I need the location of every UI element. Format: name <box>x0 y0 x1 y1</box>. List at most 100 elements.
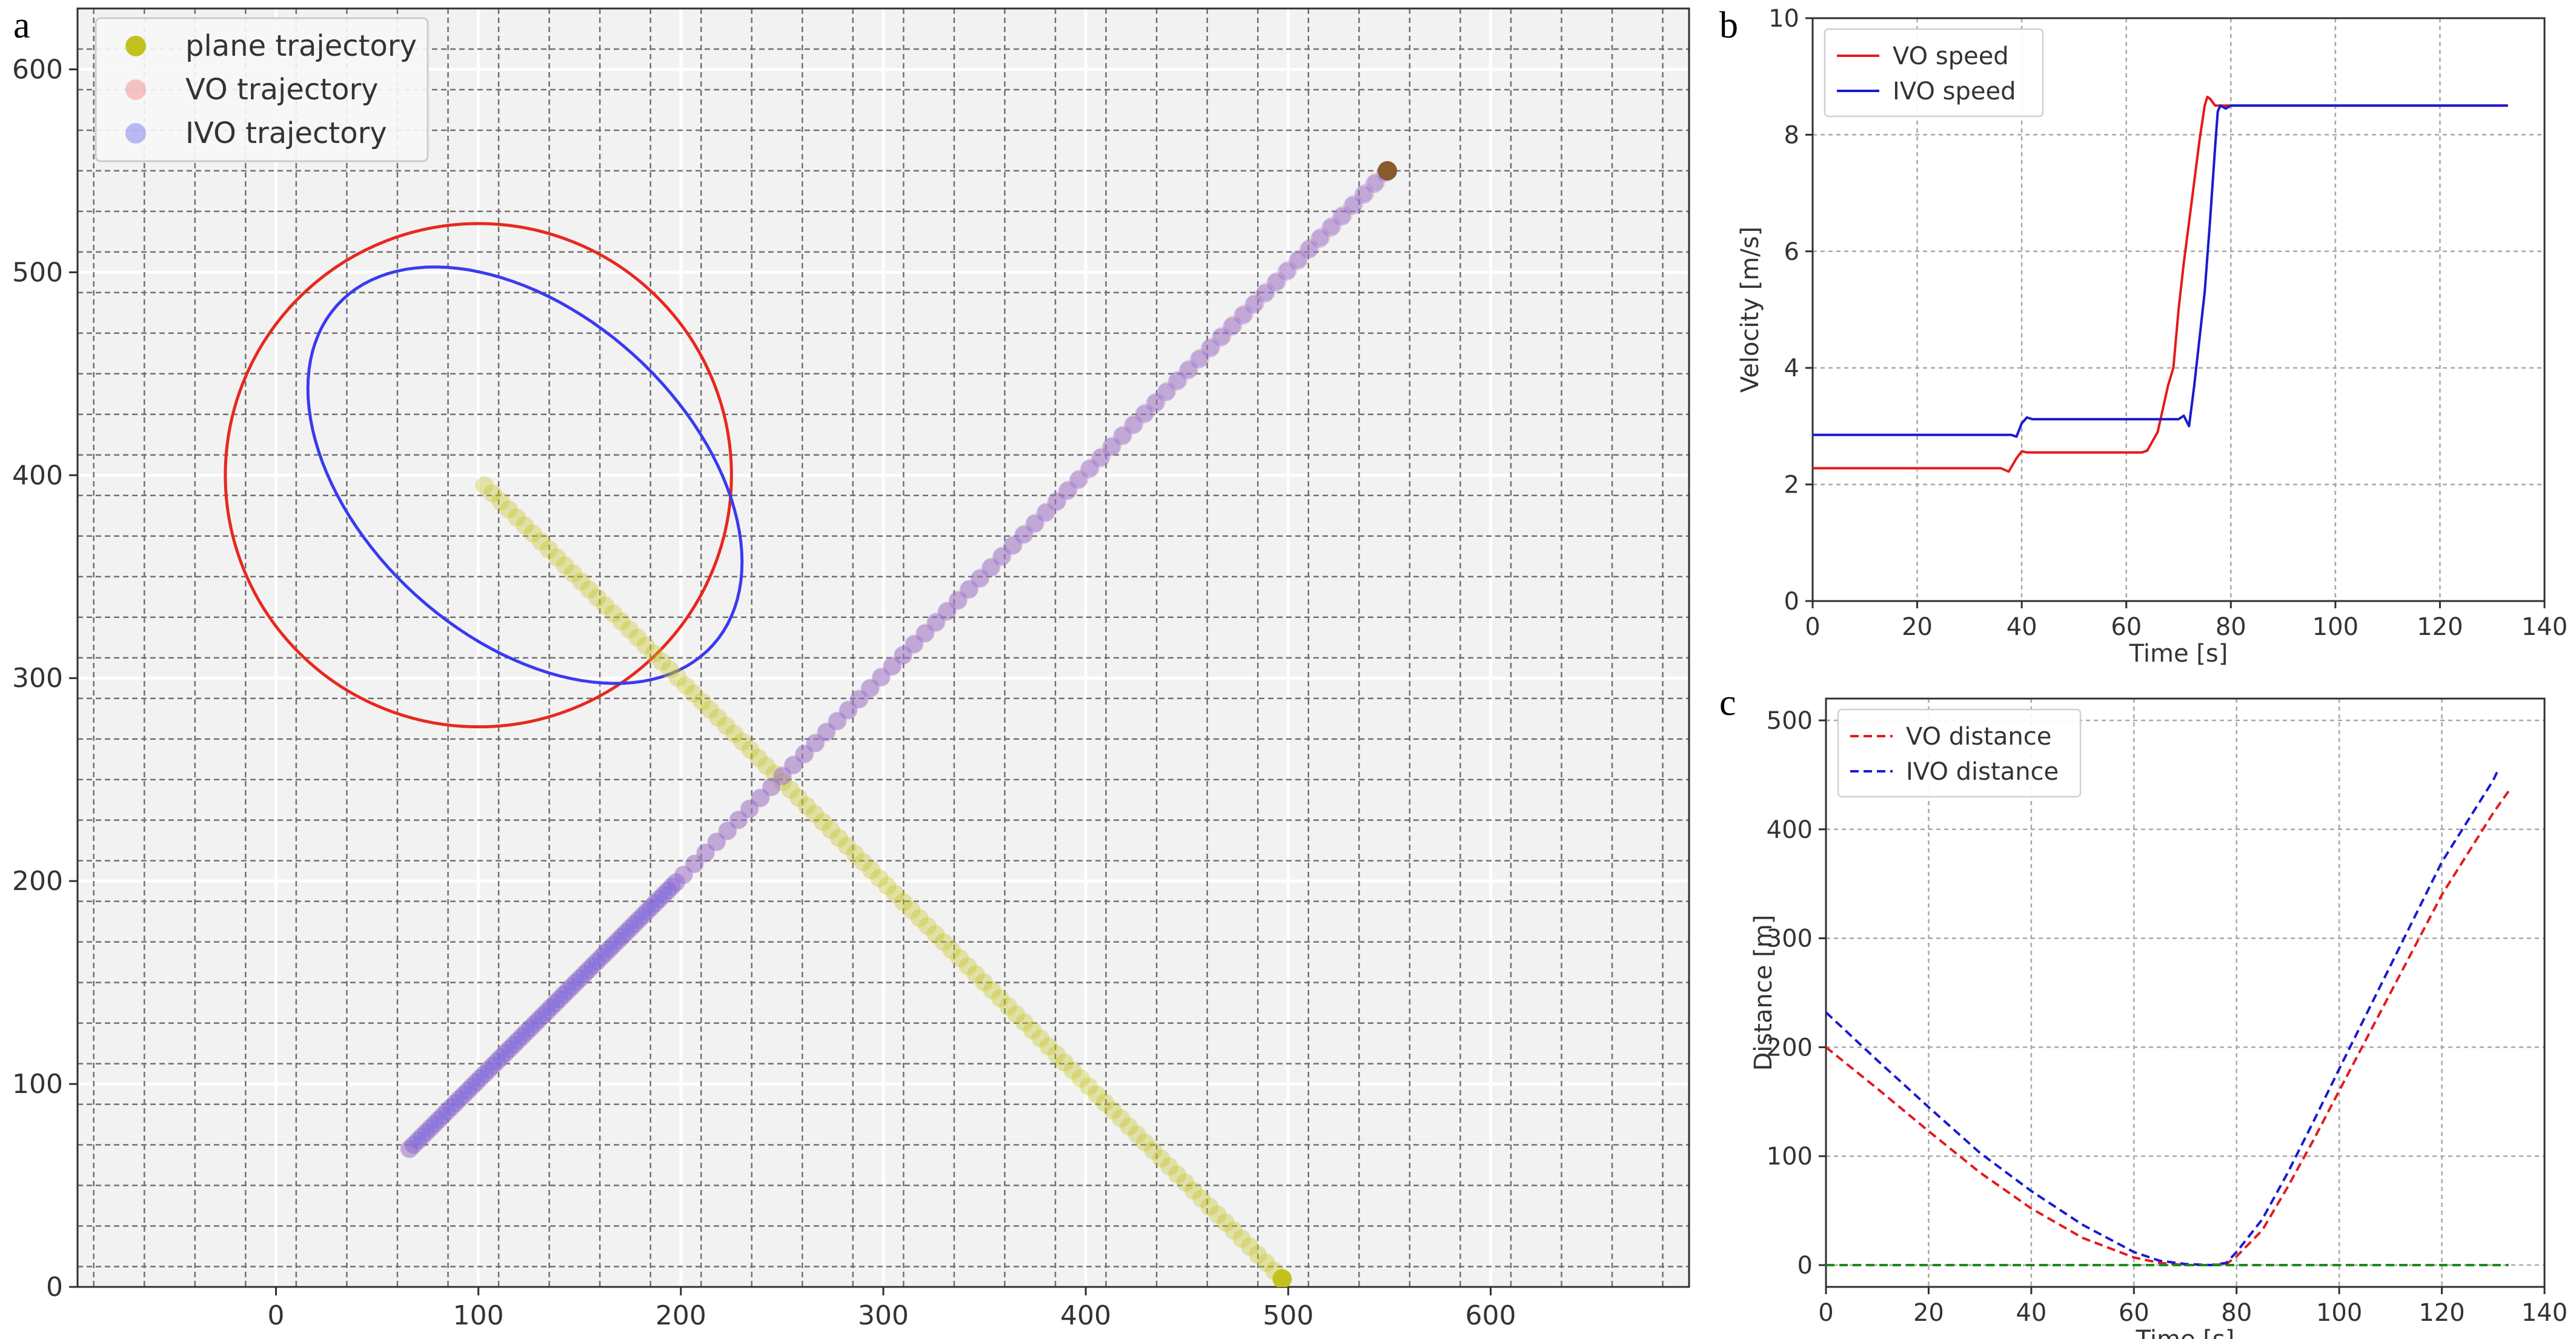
plane-trajectory <box>475 476 1292 1287</box>
vo-trajectory-point <box>505 1035 523 1054</box>
plane-trajectory-point <box>1152 1149 1170 1168</box>
ivo-trajectory-point <box>408 1131 427 1150</box>
plane-trajectory-point <box>1241 1237 1260 1256</box>
plane-trajectory-point <box>1112 1109 1130 1128</box>
ivo-trajectory-point <box>696 844 715 862</box>
vo-trajectory-point <box>583 956 602 975</box>
plane-trajectory-point <box>943 941 961 960</box>
vo-trajectory-point <box>1137 404 1155 422</box>
panel-label-c: c <box>1719 682 1736 723</box>
y-tick-label: 300 <box>1767 925 1813 953</box>
plane-trajectory-point <box>507 508 526 527</box>
ivo-trajectory-point <box>915 624 934 643</box>
legend-label: plane trajectory <box>185 29 417 63</box>
vo-trajectory-point <box>829 711 847 730</box>
vo-trajectory-point <box>774 766 792 785</box>
ivo-trajectory-point <box>1025 514 1044 533</box>
vo-trajectory-point <box>994 547 1012 565</box>
plane-trajectory-point <box>677 676 695 695</box>
vo-trajectory-point <box>600 939 619 958</box>
vo-trajectory-point <box>479 1060 498 1079</box>
y-tick-label: 0 <box>1798 1252 1813 1280</box>
ivo-trajectory-point <box>674 866 692 885</box>
ivo-trajectory-point <box>417 1123 436 1141</box>
ivo-trajectory-point <box>554 986 573 1005</box>
vo-trajectory-point <box>625 914 644 933</box>
plane-trajectory-point <box>1007 1005 1026 1024</box>
vo-trajectory-point <box>521 1018 540 1037</box>
ivo-trajectory-point <box>1146 394 1164 413</box>
ivo-trajectory-point <box>533 1006 552 1025</box>
ivo-trajectory-point <box>718 822 737 840</box>
vo-trajectory-point <box>421 1118 440 1137</box>
vo-trajectory-point <box>708 832 726 851</box>
plot-frame <box>1811 17 2546 602</box>
plane-trajectory-point <box>1249 1245 1267 1264</box>
ivo-trajectory-point <box>1201 339 1220 357</box>
plane-trajectory-point <box>975 973 994 992</box>
plane-trajectory-point <box>878 877 897 895</box>
vo-trajectory-point <box>817 722 836 741</box>
ivo-trajectory-point <box>685 855 704 874</box>
plane-trajectory-point <box>499 500 518 519</box>
x-tick-label: 300 <box>858 1300 909 1331</box>
ivo-trajectory-point <box>1091 449 1109 468</box>
vo-trajectory-point <box>938 601 957 620</box>
ivo-trajectory-point <box>508 1031 527 1050</box>
plane-trajectory-point <box>822 820 840 839</box>
ivo-trajectory-point <box>542 998 560 1017</box>
plane-trajectory-point <box>1015 1013 1034 1032</box>
plane-trajectory-point <box>814 812 832 831</box>
plane-trajectory-point <box>1104 1101 1122 1120</box>
plane-trajectory-point <box>886 885 905 903</box>
vo-trajectory-point <box>430 1111 448 1129</box>
legend: VO speed IVO speed <box>1824 28 2044 118</box>
ivo-trajectory-point <box>666 873 685 892</box>
vo-trajectory-point <box>894 645 913 664</box>
vo-trajectory-point <box>459 1081 477 1100</box>
ivo-trajectory-point <box>591 948 610 967</box>
legend-box <box>1837 708 2082 798</box>
plane-trajectory-point <box>765 765 784 783</box>
vo-trajectory-point <box>1235 304 1254 323</box>
x-tick-label: 500 <box>1263 1300 1313 1331</box>
trajectory-chart: 0 100 200 300 400 500 600 0 100 200 300 400 500 600 pl… <box>12 7 1690 1331</box>
ivo-trajectory-point <box>425 1115 444 1133</box>
ivo-trajectory-point <box>463 1077 482 1096</box>
plane-trajectory-point <box>580 580 599 599</box>
vo-trajectory-point <box>1191 348 1210 367</box>
ivo-trajectory-point <box>948 591 967 610</box>
y-axis-label: Velocity [m/s] <box>1736 227 1764 393</box>
x-tick-label: 100 <box>2312 613 2359 641</box>
vo-trajectory-point <box>949 590 968 609</box>
x-tick-label: 100 <box>453 1300 504 1331</box>
vo-trajectory-point <box>659 881 677 900</box>
vo-trajectory-point <box>542 998 560 1017</box>
plane-trajectory-point <box>483 484 502 503</box>
ivo-trajectory-point <box>430 1111 448 1129</box>
panel-label-b: b <box>1719 5 1738 46</box>
vo-trajectory-point <box>1103 436 1122 455</box>
plane-trajectory-point <box>894 892 913 911</box>
vo-trajectory-point <box>883 656 902 675</box>
plane-trajectory-point <box>910 909 929 928</box>
legend-label: VO trajectory <box>185 73 379 107</box>
vo-trajectory-point <box>1301 239 1320 257</box>
ivo-trajectory-point <box>784 756 803 775</box>
ivo-trajectory-point <box>650 890 669 909</box>
y-tick-label: 200 <box>12 866 63 897</box>
ivo-trajectory-point <box>1157 383 1175 402</box>
ivo-trajectory-point <box>588 952 606 971</box>
vo-end-point <box>1378 161 1398 181</box>
x-tick-label: 80 <box>2216 613 2246 641</box>
plane-trajectory-point <box>572 572 591 591</box>
ivo-trajectory-point <box>992 548 1011 566</box>
ivo-trajectory-point <box>521 1019 540 1038</box>
ivo-trajectory-point <box>437 1102 456 1121</box>
vo-trajectory-point <box>467 1073 486 1092</box>
ivo-trajectory-point <box>1167 372 1186 391</box>
legend-label: IVO trajectory <box>185 116 387 150</box>
plane-trajectory-point <box>1023 1021 1041 1040</box>
vo-trajectory-point <box>496 1044 515 1062</box>
ivo-trajectory-point <box>1014 525 1033 544</box>
